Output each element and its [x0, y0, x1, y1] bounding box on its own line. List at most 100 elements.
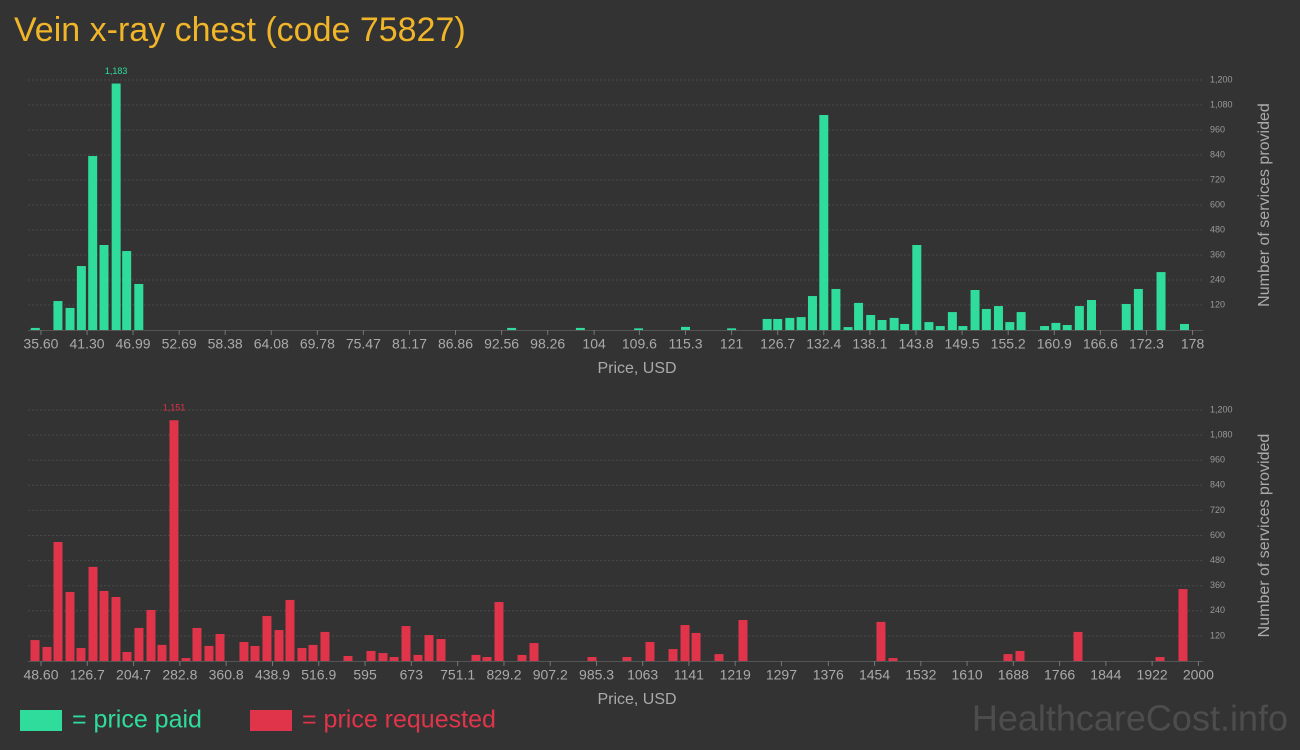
bar: [250, 645, 260, 661]
x-tick-label: 438.9: [255, 667, 290, 683]
x-tick-label: 1766: [1044, 667, 1075, 683]
x-tick-label: 155.2: [991, 336, 1026, 352]
bar: [1133, 288, 1143, 330]
bar: [134, 627, 144, 661]
y-tick-label: 1,200: [1210, 404, 1233, 414]
bar: [413, 654, 423, 661]
x-tick-label: 75.47: [346, 336, 381, 352]
bar: [727, 328, 737, 330]
x-tick-label: 282.8: [162, 667, 197, 683]
bar: [482, 657, 492, 661]
x-tick-label: 149.5: [945, 336, 980, 352]
x-tick-label: 751.1: [440, 667, 475, 683]
bar: [146, 609, 156, 661]
x-tick-label: 985.3: [579, 667, 614, 683]
x-tick-label: 81.17: [392, 336, 427, 352]
y-tick-label: 1,080: [1210, 99, 1233, 109]
bar: [1051, 322, 1061, 330]
bar: [53, 301, 63, 330]
y-tick-label: 360: [1210, 580, 1225, 590]
bar: [192, 627, 202, 661]
bar: [1178, 589, 1188, 661]
y-tick-label: 480: [1210, 224, 1225, 234]
x-tick-label: 1063: [627, 667, 658, 683]
bar: [1086, 300, 1096, 330]
bar: [587, 657, 597, 661]
x-tick-label: 1688: [998, 667, 1029, 683]
y-tick-label: 840: [1210, 480, 1225, 490]
bar: [65, 307, 75, 330]
bar: [900, 323, 910, 330]
x-tick-label: 138.1: [852, 336, 887, 352]
bar: [1179, 323, 1189, 330]
bar: [204, 645, 214, 661]
y-tick-label: 720: [1210, 174, 1225, 184]
x-tick-label: 52.69: [162, 336, 197, 352]
bar: [947, 312, 957, 330]
bar: [134, 283, 144, 330]
bar: [76, 648, 86, 661]
x-tick-label: 166.6: [1083, 336, 1118, 352]
bar: [924, 322, 934, 330]
bar: [507, 327, 517, 330]
x-tick-label: 160.9: [1037, 336, 1072, 352]
x-tick-label: 360.8: [209, 667, 244, 683]
bar: [1005, 322, 1015, 330]
bar: [575, 327, 585, 330]
bar: [935, 326, 945, 330]
bar: [157, 644, 167, 661]
bar: [285, 599, 295, 661]
x-axis-title: Price, USD: [597, 360, 676, 377]
bar: [1015, 650, 1025, 661]
bar: [42, 646, 52, 661]
bar: [215, 634, 225, 661]
x-tick-label: 1844: [1090, 667, 1121, 683]
x-tick-label: 126.7: [760, 336, 795, 352]
x-tick-label: 1297: [766, 667, 797, 683]
bar: [320, 631, 330, 661]
watermark: HealthcareCost.info: [972, 698, 1288, 739]
bar: [1003, 654, 1013, 661]
x-tick-label: 516.9: [301, 667, 336, 683]
bar: [1016, 312, 1026, 330]
bar: [88, 156, 98, 330]
bar: [622, 657, 632, 661]
x-tick-label: 121: [720, 336, 744, 352]
x-tick-label: 907.2: [533, 667, 568, 683]
bar: [993, 306, 1003, 330]
x-tick-label: 58.38: [208, 336, 243, 352]
x-tick-label: 1219: [720, 667, 751, 683]
bar: [889, 317, 899, 330]
bar: [53, 541, 63, 661]
x-tick-label: 204.7: [116, 667, 151, 683]
x-tick-label: 1454: [859, 667, 890, 683]
bar: [99, 245, 109, 330]
x-tick-label: 48.60: [23, 667, 58, 683]
x-tick-label: 86.86: [438, 336, 473, 352]
bar: [262, 616, 272, 661]
bar: [645, 641, 655, 661]
bar: [308, 644, 318, 661]
bar: [762, 318, 772, 330]
bar: [471, 654, 481, 661]
bar: [831, 288, 841, 330]
x-tick-label: 98.26: [530, 336, 565, 352]
bar: [773, 318, 783, 330]
bar: [876, 621, 886, 661]
x-tick-label: 64.08: [254, 336, 289, 352]
bar: [424, 635, 434, 661]
x-tick-label: 673: [400, 667, 424, 683]
bar: [378, 653, 388, 661]
y-tick-label: 240: [1210, 605, 1225, 615]
bar: [819, 115, 829, 330]
bar: [634, 328, 644, 330]
x-tick-label: 132.4: [806, 336, 841, 352]
bar: [1062, 325, 1072, 330]
bar: [239, 641, 249, 661]
bar: [807, 296, 817, 330]
bar: [1040, 326, 1050, 330]
x-tick-label: 2000: [1183, 667, 1214, 683]
bar: [30, 640, 40, 661]
